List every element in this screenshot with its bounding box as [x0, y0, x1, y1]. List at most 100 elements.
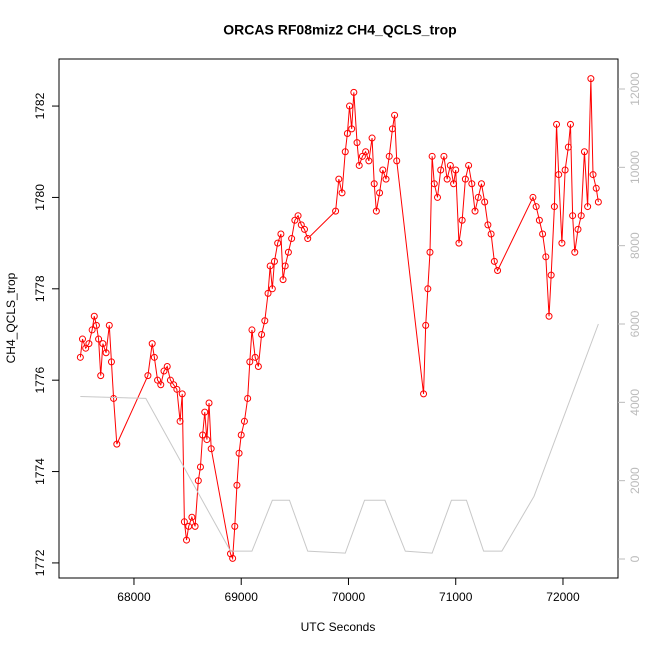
data-point: [555, 171, 563, 179]
y-tick-label: 1782: [33, 92, 47, 119]
y2-tick-label: 0: [628, 555, 642, 562]
data-point: [494, 267, 502, 275]
data-point: [288, 235, 296, 243]
data-point: [388, 125, 396, 133]
x-tick-label: 71000: [439, 590, 473, 604]
data-point: [144, 372, 152, 380]
data-point: [229, 554, 237, 562]
data-point: [547, 271, 555, 279]
data-point: [532, 203, 540, 211]
data-point: [163, 362, 171, 370]
data-point: [170, 381, 178, 389]
data-point: [274, 239, 282, 247]
data-point: [353, 139, 361, 147]
data-point: [240, 417, 248, 425]
data-point: [78, 335, 86, 343]
data-point: [561, 166, 569, 174]
data-point: [580, 148, 588, 156]
data-point: [587, 75, 595, 83]
data-point: [338, 189, 346, 197]
data-point: [205, 399, 213, 407]
data-point: [332, 207, 340, 215]
data-point: [343, 129, 351, 137]
data-point: [113, 440, 121, 448]
data-point: [201, 408, 209, 416]
data-point: [176, 417, 184, 425]
data-point: [589, 171, 597, 179]
y2-tick-label: 12000: [628, 72, 642, 106]
chart-title: ORCAS RF08miz2 CH4_QCLS_trop: [223, 22, 456, 38]
data-point: [553, 120, 561, 128]
data-point: [268, 285, 276, 293]
data-point: [420, 390, 428, 398]
data-point: [82, 344, 90, 352]
data-point: [279, 276, 287, 284]
data-point: [88, 326, 96, 334]
data-point: [455, 239, 463, 247]
y2-tick-label: 8000: [628, 232, 642, 259]
data-point: [148, 340, 156, 348]
data-point: [196, 463, 204, 471]
data-point: [233, 481, 241, 489]
data-point: [471, 207, 479, 215]
data-point: [450, 180, 458, 188]
data-point: [424, 285, 432, 293]
data-point: [251, 353, 259, 361]
data-point: [545, 312, 553, 320]
series-line: [80, 323, 599, 554]
data-point: [529, 193, 537, 201]
data-point: [370, 180, 378, 188]
data-point: [188, 513, 196, 521]
data-point: [372, 207, 380, 215]
data-point: [426, 248, 434, 256]
data-point: [281, 262, 289, 270]
data-point: [490, 257, 498, 265]
y2-tick-label: 2000: [628, 467, 642, 494]
y-tick-label: 1772: [33, 549, 47, 576]
data-point: [266, 262, 274, 270]
data-point: [248, 326, 256, 334]
data-point: [264, 289, 272, 297]
y-tick-label: 1780: [33, 184, 47, 211]
data-point: [569, 212, 577, 220]
data-point: [76, 353, 84, 361]
data-point: [558, 239, 566, 247]
data-point: [465, 161, 473, 169]
data-point: [107, 358, 115, 366]
data-point: [254, 362, 262, 370]
data-point: [261, 317, 269, 325]
data-point: [178, 390, 186, 398]
y2-tick-label: 6000: [628, 310, 642, 337]
data-point: [443, 175, 451, 183]
data-point: [237, 431, 245, 439]
data-point: [99, 340, 107, 348]
y-tick-label: 1774: [33, 458, 47, 485]
data-point: [294, 212, 302, 220]
data-point: [160, 367, 168, 375]
data-point: [430, 180, 438, 188]
data-point: [284, 248, 292, 256]
data-point: [110, 394, 118, 402]
data-point: [154, 376, 162, 384]
x-tick-label: 72000: [546, 590, 580, 604]
data-point: [304, 235, 312, 243]
data-point: [207, 445, 215, 453]
data-point: [542, 253, 550, 261]
data-point: [90, 312, 98, 320]
data-point: [85, 340, 93, 348]
data-point: [535, 216, 543, 224]
data-point: [487, 230, 495, 238]
data-point: [180, 518, 188, 526]
data-point: [355, 161, 363, 169]
y-tick-label: 1776: [33, 367, 47, 394]
data-point: [199, 431, 207, 439]
data-point: [574, 225, 582, 233]
y2-tick-label: 4000: [628, 389, 642, 416]
data-point: [452, 166, 460, 174]
data-point: [446, 161, 454, 169]
data-point: [385, 152, 393, 160]
data-point: [458, 216, 466, 224]
data-point: [474, 193, 482, 201]
x-tick-label: 68000: [117, 590, 151, 604]
